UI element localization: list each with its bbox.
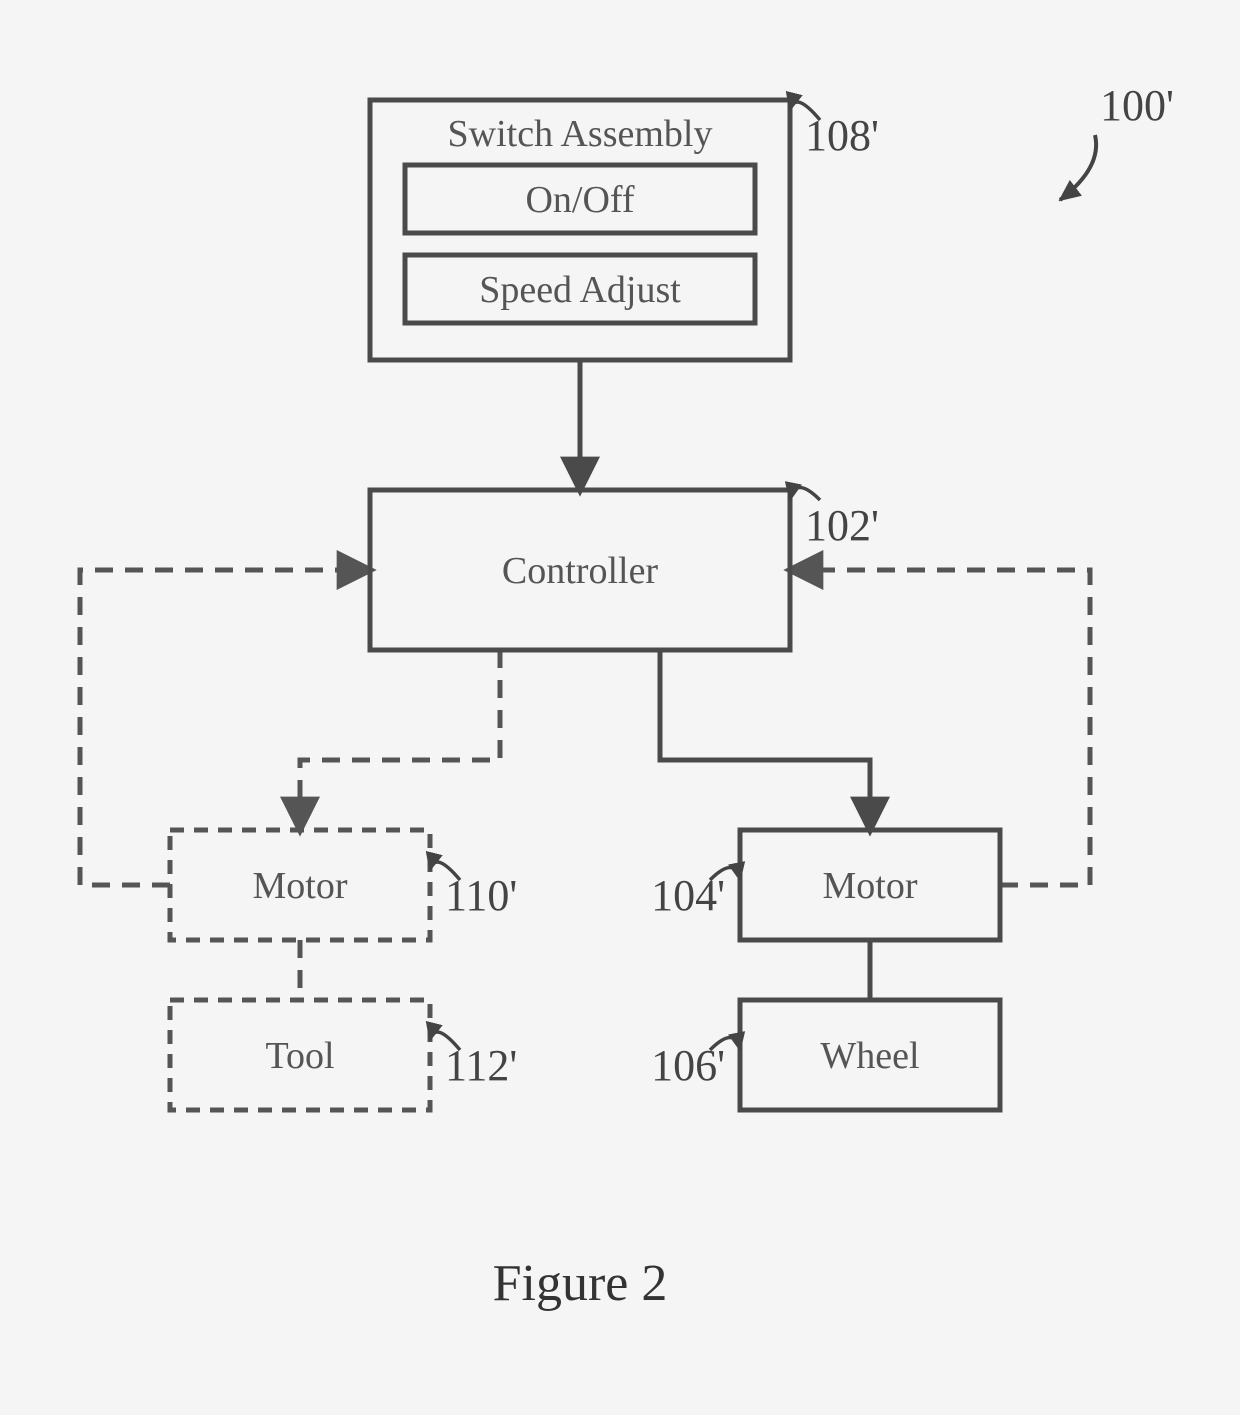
ref-label-motorR: 104' [651,871,725,920]
figure-label: Figure 2 [493,1255,668,1312]
ref-label-tool: 112' [445,1041,517,1090]
node-label-switch: Switch Assembly [448,113,713,155]
node-label-wheel: Wheel [820,1035,919,1077]
title-ref: 100' [1100,81,1174,130]
node-label-speed: Speed Adjust [479,269,681,311]
node-label-motorL: Motor [253,865,348,907]
node-label-onoff: On/Off [525,179,634,221]
ref-label-motorL: 110' [445,871,517,920]
ref-label-switch: 108' [805,111,879,160]
block-diagram: Switch Assembly On/Off Speed Adjust Control… [0,0,1240,1415]
node-label-tool: Tool [265,1035,334,1077]
node-label-motorR: Motor [823,865,918,907]
node-label-ctrl: Controller [502,550,659,592]
ref-label-wheel: 106' [651,1041,725,1090]
ref-label-ctrl: 102' [805,501,879,550]
